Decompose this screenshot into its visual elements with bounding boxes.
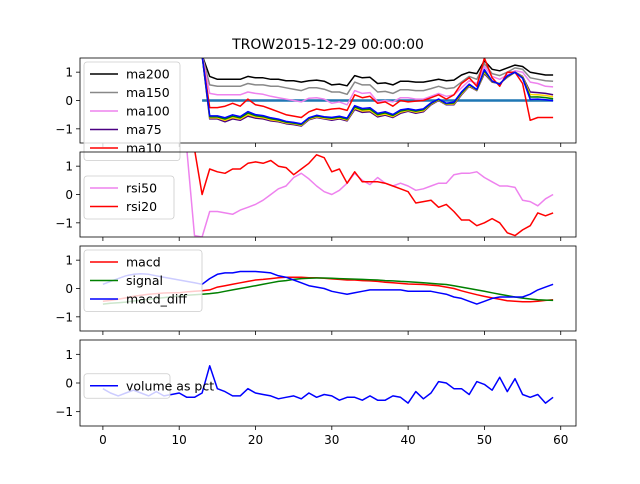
x-tick-label: 0	[99, 433, 107, 447]
legend-label: ma200	[126, 67, 170, 82]
legend: macd signal macd_diff	[83, 249, 203, 312]
legend-label: ma10	[126, 141, 162, 156]
plot-area	[186, 152, 554, 237]
series-band-line	[201, 58, 554, 125]
plot-area	[201, 58, 554, 127]
y-tick-label: 0	[65, 188, 73, 202]
x-tick-label: 30	[324, 433, 339, 447]
legend-box	[83, 61, 181, 161]
panel-frame	[79, 57, 577, 144]
x-tick-label: 20	[248, 433, 263, 447]
y-tick-label: 0	[65, 94, 73, 108]
y-tick-label: 1	[65, 348, 73, 362]
series-line-ma200	[202, 58, 554, 87]
legend-box	[83, 175, 175, 220]
y-tick-label: 1	[65, 160, 73, 174]
panel-frame	[79, 339, 577, 427]
panel-frame	[79, 245, 577, 332]
y-tick-label: −1	[55, 216, 73, 230]
y-tick-label: 0	[65, 377, 73, 391]
chart-title: TROW2015-12-29 00:00:00	[231, 37, 424, 53]
legend: rsi50 rsi20	[83, 175, 175, 220]
legend: volume as pct	[83, 373, 214, 399]
legend-box	[83, 249, 203, 312]
legend: ma200 ma150 ma100 ma75 ma10	[83, 61, 181, 161]
panel-macd: −1 0 1 macd signal macd_diff	[55, 245, 577, 335]
legend-label: rsi50	[126, 181, 157, 196]
x-tick-label: 10	[172, 433, 187, 447]
x-tick-label: 50	[477, 433, 492, 447]
series-line-ma10	[201, 58, 554, 122]
legend-label: signal	[126, 273, 163, 288]
panel-rsi: −1 0 1 rsi50 rsi20	[55, 151, 577, 241]
y-tick-label: 1	[65, 254, 73, 268]
plot-area	[102, 365, 554, 404]
series-line-volume-as-pct	[102, 365, 554, 404]
legend-label: rsi20	[126, 199, 157, 214]
legend-box	[83, 373, 171, 399]
y-tick-label: 0	[65, 282, 73, 296]
panel-frame	[79, 151, 577, 238]
legend-label: ma100	[126, 104, 170, 119]
legend-label: macd	[126, 255, 161, 270]
series-line-rsi50	[186, 152, 554, 237]
y-tick-label: 1	[65, 66, 73, 80]
y-tick-label: −1	[55, 122, 73, 136]
legend-label: macd_diff	[126, 292, 187, 307]
series-line-ma150	[202, 58, 554, 96]
panel-price: −1 0 1 ma200 ma150 ma100 ma75 ma10	[55, 57, 577, 161]
x-tick-label: 40	[400, 433, 415, 447]
legend-label: ma75	[126, 122, 162, 137]
legend-label: volume as pct	[126, 378, 214, 393]
legend-label: ma150	[126, 85, 170, 100]
y-tick-label: −1	[55, 405, 73, 419]
y-tick-label: −1	[55, 310, 73, 324]
x-tick-label: 60	[553, 433, 568, 447]
series-line-rsi20	[194, 152, 554, 237]
